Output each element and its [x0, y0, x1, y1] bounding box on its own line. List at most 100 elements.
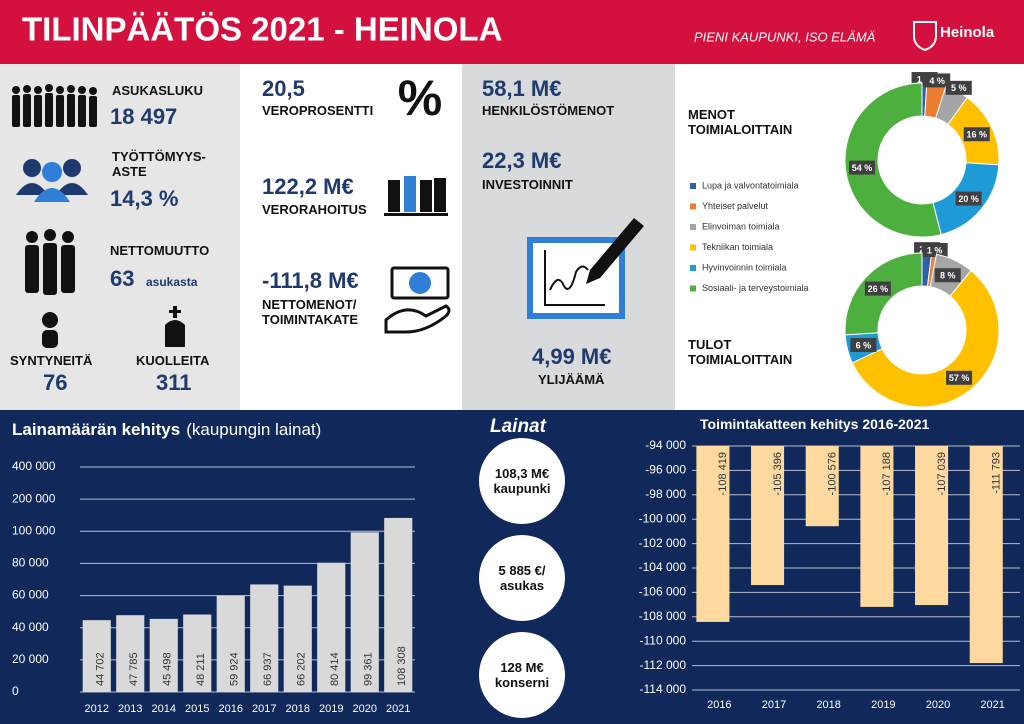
- y-tick-label: -98 000: [645, 487, 686, 501]
- money-icon: [384, 266, 451, 334]
- y-tick-label: 200 000: [12, 491, 56, 505]
- people-icon: [12, 84, 97, 127]
- legend-swatch: [690, 183, 696, 189]
- x-tick-label: 2017: [252, 703, 276, 715]
- loan-value: 128 M€: [500, 660, 544, 675]
- loan-value: 5 885 €/: [498, 563, 546, 578]
- legend-label: Lupa ja valvontatoimiala: [702, 180, 799, 190]
- y-tick-label: -96 000: [645, 463, 686, 477]
- stat-value: 22,3 M€: [482, 148, 562, 173]
- value-label: 1 %: [927, 245, 943, 255]
- stat-label: KUOLLEITA: [136, 353, 210, 368]
- x-tick-label: 2021: [386, 703, 410, 715]
- value-label: 108 308: [396, 646, 408, 686]
- x-tick-label: 2016: [707, 699, 731, 711]
- grave-icon: [165, 306, 185, 347]
- stat-label: NETTOMENOT/ TOIMINTAKATE: [262, 297, 359, 327]
- label-box: [848, 160, 875, 175]
- value-label: 99 361: [363, 652, 375, 686]
- y-tick-label: 20 000: [12, 652, 49, 666]
- y-tick-label: -104 000: [639, 560, 687, 574]
- legend-label: Yhteiset palvelut: [702, 201, 769, 211]
- label-box: [945, 80, 972, 95]
- x-tick-label: 2019: [319, 703, 343, 715]
- bar: [82, 620, 111, 692]
- label-box: [864, 281, 891, 296]
- stat-value: 4,99 M€: [532, 344, 612, 369]
- series-name: TULOT TOIMIALOITTAIN: [688, 337, 793, 367]
- y-tick-label: -110 000: [640, 633, 687, 647]
- loan-value: 108,3 M€: [494, 466, 550, 481]
- loan-circle: 128 M€ konserni: [479, 632, 565, 718]
- value-label: 48 211: [195, 653, 207, 686]
- legend-label: Elinvoiman toimiala: [702, 221, 780, 231]
- loans-title: Lainat: [490, 416, 546, 437]
- stat-label: YLIJÄÄMÄ: [538, 372, 605, 387]
- slogan: PIENI KAUPUNKI, ISO ELÄMÄ: [694, 29, 876, 44]
- x-tick-label: 2019: [871, 699, 895, 711]
- chart-title-main: Lainamäärän kehitys: [12, 420, 180, 439]
- x-tick-label: 2020: [353, 703, 377, 715]
- stat-label: ASUKASLUKU: [112, 83, 203, 98]
- value-label: -107 039: [936, 452, 948, 495]
- y-tick-label: 100 000: [12, 523, 56, 537]
- donut-slice: [844, 82, 942, 238]
- y-tick-label: 0: [12, 684, 19, 698]
- stat-label: SYNTYNEITÄ: [10, 353, 93, 368]
- x-tick-label: 2021: [980, 699, 1004, 711]
- bar: [915, 446, 949, 606]
- value-label: 16 %: [966, 130, 987, 140]
- chart-title-main: Toimintakatteen kehitys 2016-2021: [700, 416, 930, 432]
- series-name: MENOT TOIMIALOITTAIN: [688, 107, 793, 137]
- logo: Heinola: [940, 24, 995, 41]
- value-label: -108 419: [717, 452, 729, 495]
- bar: [805, 446, 839, 527]
- percent-icon: %: [398, 70, 442, 126]
- stat-value: 76: [43, 370, 68, 395]
- stat-value: 122,2 M€: [262, 174, 354, 199]
- value-label: 54 %: [852, 163, 873, 173]
- loan-circle: 108,3 M€ kaupunki: [479, 438, 565, 524]
- bar: [751, 446, 785, 586]
- bar: [149, 618, 178, 692]
- loan-circle: 5 885 €/asukas: [479, 535, 565, 621]
- value-label: 80 414: [329, 652, 341, 686]
- legend-label: Sosiaali- ja terveystoimiala: [702, 283, 809, 293]
- bar: [696, 446, 730, 622]
- value-label: 45 498: [162, 652, 174, 686]
- value-label: -100 576: [827, 452, 839, 495]
- group-icon: [16, 159, 88, 202]
- bar: [116, 615, 145, 692]
- stat-value: 311: [156, 370, 192, 395]
- stat-value: 63: [110, 266, 135, 291]
- legend-swatch: [690, 224, 696, 230]
- bars-icon: [384, 176, 448, 216]
- value-label: 6 %: [856, 340, 872, 350]
- x-tick-label: 2016: [219, 703, 243, 715]
- x-tick-label: 2012: [85, 703, 109, 715]
- y-tick-label: -106 000: [639, 585, 687, 599]
- bar: [317, 562, 346, 692]
- bar: [183, 614, 212, 692]
- stat-label: NETTOMUUTTO: [110, 243, 210, 258]
- header-bg: [0, 0, 1024, 64]
- bar: [860, 446, 894, 607]
- label-box: [955, 191, 982, 206]
- label-box: [921, 242, 948, 257]
- x-tick-label: 2013: [118, 703, 142, 715]
- panel-bg: [240, 64, 462, 410]
- stat-value: 14,3 %: [110, 186, 179, 211]
- stat-unit: asukasta: [146, 275, 198, 289]
- x-tick-label: 2020: [926, 699, 950, 711]
- stat-label: VERORAHOITUS: [262, 202, 367, 217]
- legend-swatch: [690, 203, 696, 210]
- bar: [250, 584, 279, 692]
- value-label: 44 702: [95, 652, 107, 686]
- y-tick-label: -94 000: [645, 438, 686, 452]
- y-tick-label: -112 000: [640, 658, 687, 672]
- legend-swatch: [690, 265, 696, 271]
- y-tick-label: -108 000: [639, 609, 687, 623]
- x-tick-label: 2015: [185, 703, 209, 715]
